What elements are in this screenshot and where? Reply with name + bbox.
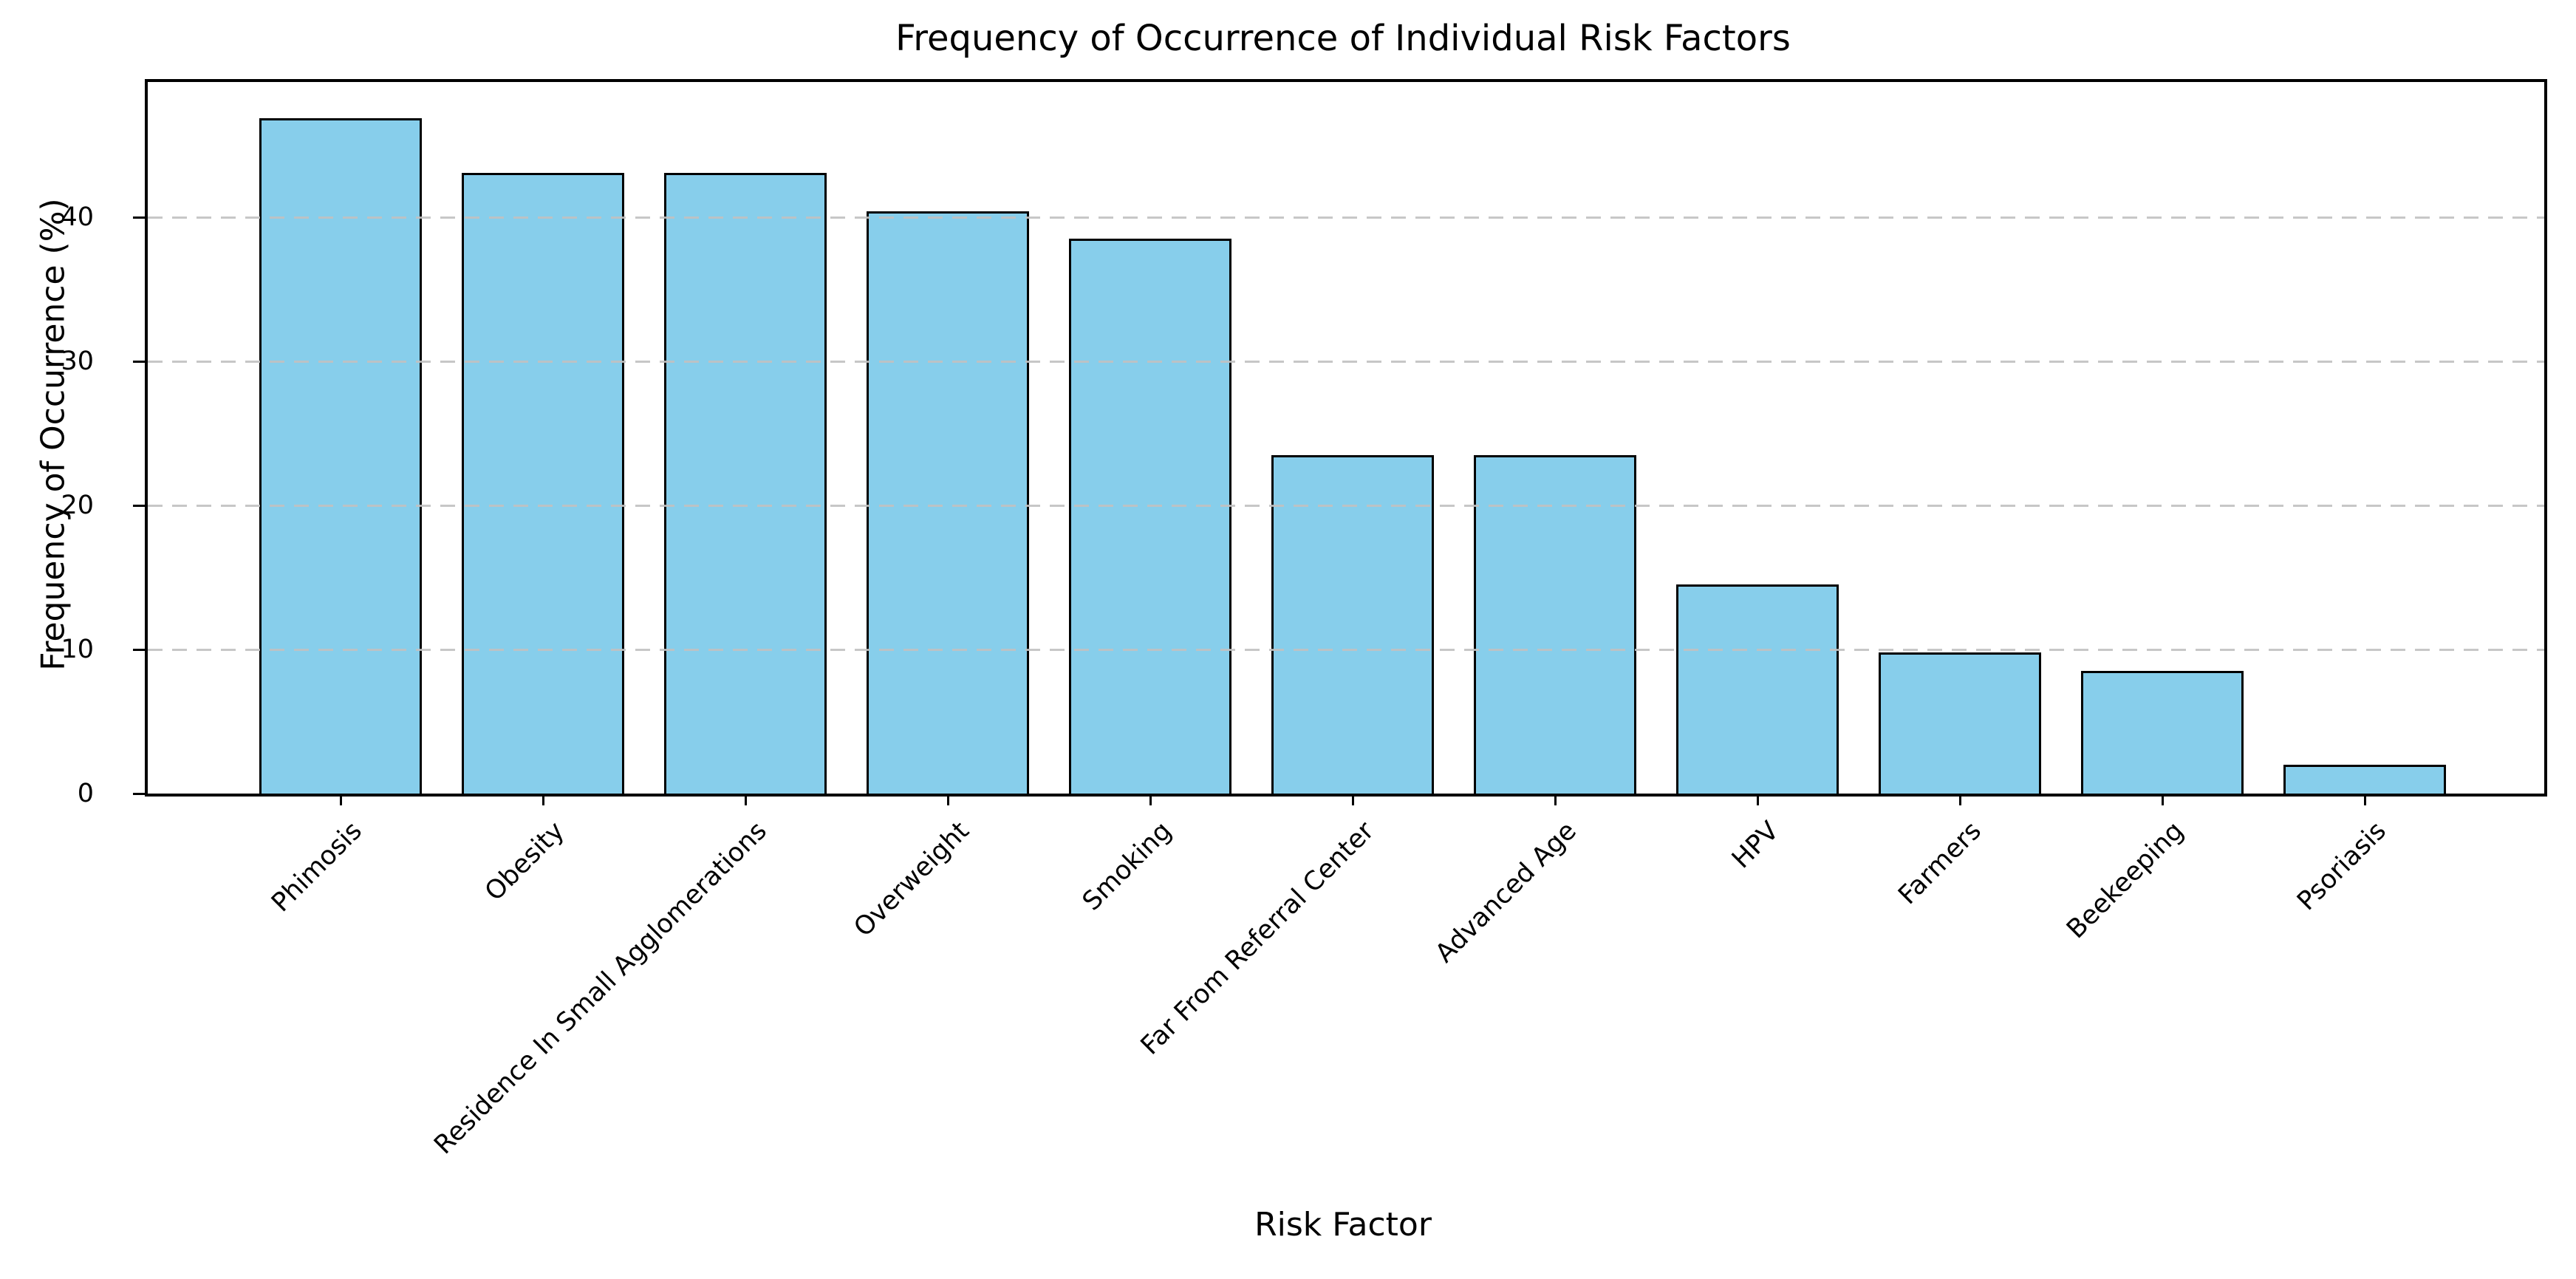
- bar-obesity: [462, 172, 624, 794]
- bar-beekeeping: [2081, 671, 2244, 794]
- y-axis-label: Frequency of Occurrence (%): [34, 198, 72, 671]
- bar-far-from-referral-center: [1271, 454, 1434, 794]
- x-tick-mark-0: [339, 794, 342, 805]
- y-tick-label-10: 10: [61, 634, 94, 664]
- bar-farmers: [1879, 652, 2041, 794]
- x-tick-mark-5: [1351, 794, 1354, 805]
- x-tick-mark-2: [744, 794, 747, 805]
- bar-psoriasis: [2283, 765, 2446, 794]
- x-tick-label-obesity: Obesity: [479, 816, 570, 907]
- x-tick-label-phimosis: Phimosis: [266, 816, 368, 918]
- x-tick-mark-6: [1554, 794, 1557, 805]
- bar-smoking: [1069, 239, 1231, 794]
- x-axis-label: Risk Factor: [1254, 1206, 1432, 1244]
- bar-overweight: [867, 211, 1029, 794]
- x-tick-mark-1: [541, 794, 544, 805]
- x-tick-mark-7: [1756, 794, 1759, 805]
- x-tick-label-overweight: Overweight: [848, 816, 975, 943]
- x-tick-mark-3: [946, 794, 949, 805]
- x-tick-label-psoriasis: Psoriasis: [2292, 816, 2392, 917]
- x-tick-label-smoking: Smoking: [1077, 816, 1178, 917]
- x-tick-mark-9: [2161, 794, 2164, 805]
- y-tick-mark-20: [133, 504, 145, 507]
- bar-phimosis: [259, 117, 422, 794]
- bar-residence-in-small-agglomerations: [664, 172, 827, 794]
- chart-title: Frequency of Occurrence of Individual Ri…: [895, 18, 1791, 59]
- y-tick-label-0: 0: [77, 778, 94, 808]
- x-tick-label-residence-in-small-agglomerations: Residence In Small Agglomerations: [428, 816, 773, 1161]
- x-tick-label-farmers: Farmers: [1893, 816, 1987, 911]
- y-tick-label-40: 40: [61, 202, 94, 232]
- y-tick-mark-0: [133, 792, 145, 795]
- x-tick-mark-4: [1149, 794, 1152, 805]
- x-tick-label-advanced-age: Advanced Age: [1429, 816, 1582, 969]
- x-tick-mark-10: [2363, 794, 2366, 805]
- y-tick-mark-30: [133, 360, 145, 363]
- y-tick-label-20: 20: [61, 490, 94, 520]
- bar-advanced-age: [1474, 454, 1636, 794]
- x-tick-mark-8: [1958, 794, 1961, 805]
- y-tick-label-30: 30: [61, 346, 94, 376]
- x-tick-label-beekeeping: Beekeeping: [2061, 816, 2190, 945]
- plot-area: 0 10 20 30 40 Phimosis Obesity Residence In Sm…: [61, 79, 2547, 1160]
- x-tick-label-far-from-referral-center: Far From Referral Center: [1135, 816, 1380, 1061]
- x-tick-label-hpv: HPV: [1726, 816, 1785, 875]
- y-tick-mark-10: [133, 648, 145, 651]
- y-tick-mark-40: [133, 216, 145, 219]
- bar-hpv: [1676, 584, 1839, 794]
